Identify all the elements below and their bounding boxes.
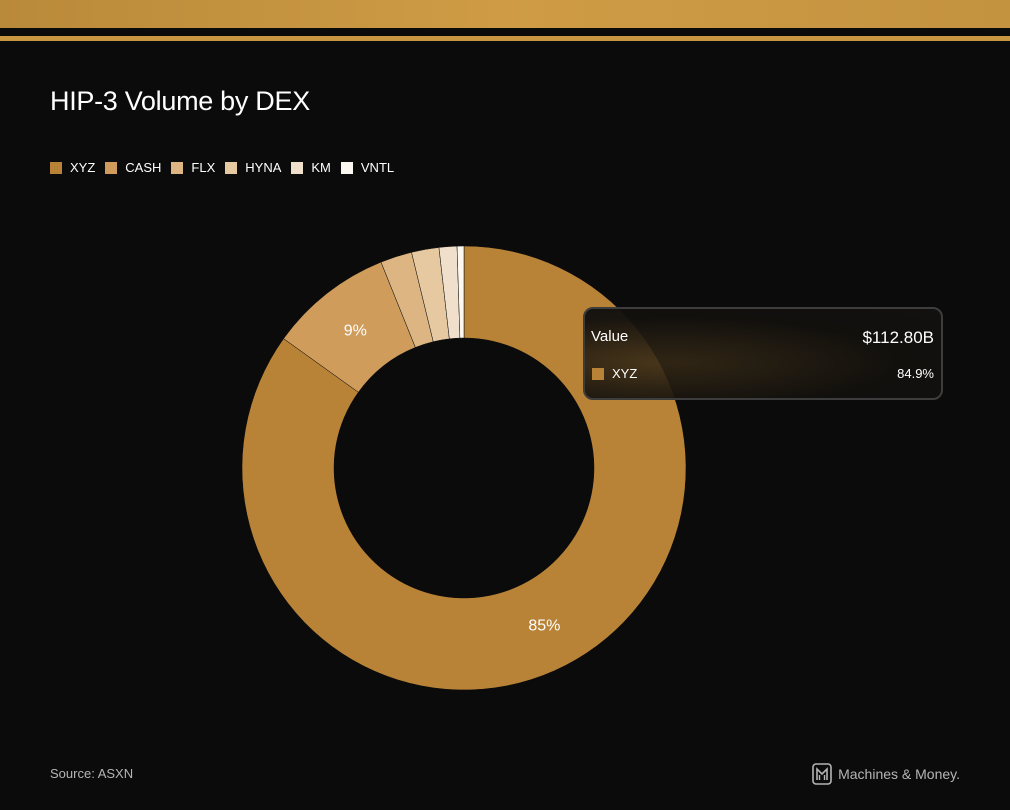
slice-label-cash: 9%: [344, 323, 367, 340]
legend-swatch: [50, 161, 62, 174]
legend-swatch: [105, 161, 118, 174]
legend-swatch: [340, 161, 353, 174]
tooltip-series-swatch: [592, 368, 604, 380]
legend-item-xyz[interactable]: XYZ: [50, 160, 95, 175]
brand: Machines & Money.: [812, 763, 960, 785]
legend-item-hyna[interactable]: HYNA: [225, 160, 281, 175]
legend-label: VNTL: [360, 160, 395, 175]
tooltip-value: $112.80B: [862, 328, 934, 347]
tooltip: Value $112.80B XYZ 84.9%: [583, 307, 943, 400]
legend-label: CASH: [125, 160, 162, 175]
slice-label-xyz: 85%: [528, 618, 560, 635]
top-accent-rule: [0, 36, 1010, 41]
donut-slice-vntl[interactable]: [456, 245, 465, 339]
tooltip-series-name: XYZ: [612, 366, 638, 381]
legend-label: FLX: [191, 160, 216, 175]
legend-swatch: [291, 161, 304, 174]
legend-label: XYZ: [70, 160, 96, 175]
legend-item-cash[interactable]: CASH: [105, 160, 161, 175]
tooltip-percent: 84.9%: [897, 366, 934, 381]
brand-name: Machines & Money.: [838, 766, 960, 782]
legend-label: KM: [311, 160, 331, 175]
legend-item-km[interactable]: KM: [291, 160, 331, 175]
tooltip-label: Value: [591, 328, 629, 345]
legend-swatch: [171, 161, 184, 174]
top-accent-band: [0, 0, 1010, 28]
legend: XYZ CASH FLX HYNA KM VNTL: [50, 160, 404, 175]
chart-title: HIP-3 Volume by DEX: [50, 86, 310, 116]
source-note: Source: ASXN: [50, 766, 134, 781]
brand-logo-icon: [812, 763, 832, 785]
legend-label: HYNA: [245, 160, 282, 175]
legend-item-vntl[interactable]: VNTL: [340, 160, 395, 175]
legend-swatch: [225, 161, 238, 174]
donut-slice-xyz[interactable]: [241, 245, 687, 691]
legend-item-flx[interactable]: FLX: [171, 160, 215, 175]
